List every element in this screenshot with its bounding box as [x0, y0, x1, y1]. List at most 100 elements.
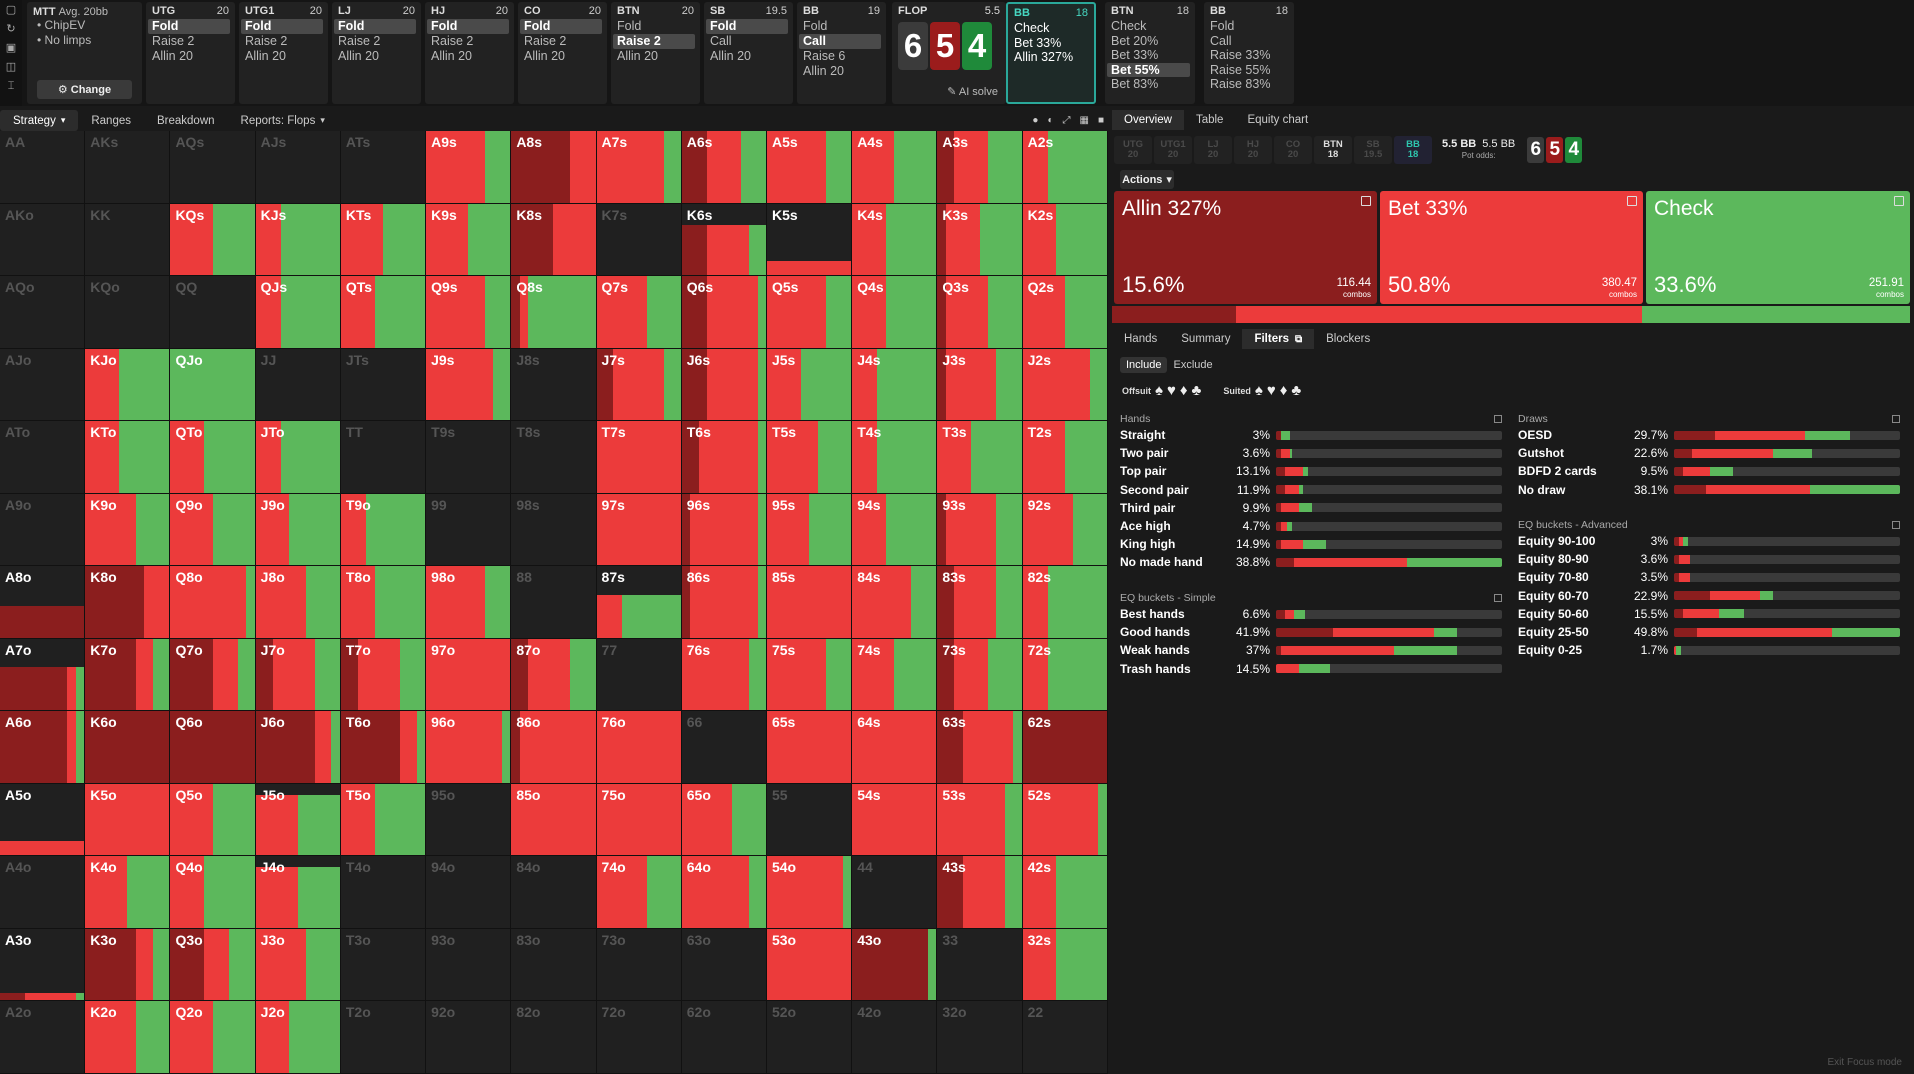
exclude-button[interactable]: Exclude	[1173, 359, 1213, 371]
hand-cell[interactable]: T4o	[340, 856, 427, 929]
hand-cell[interactable]: T8o	[340, 566, 427, 639]
hand-cell[interactable]: K6s	[681, 203, 767, 277]
hand-cell[interactable]: T6o	[340, 711, 427, 784]
hand-cell[interactable]: 64s	[852, 711, 938, 784]
hand-cell[interactable]: J3s	[937, 348, 1023, 422]
seat-action[interactable]: Allin 20	[338, 49, 379, 63]
strip-seat-sb[interactable]: SB 19.5	[1354, 136, 1392, 164]
hand-cell[interactable]: 93o	[426, 928, 512, 1002]
hand-cell[interactable]: A6o	[0, 711, 86, 784]
hand-cell[interactable]: J9s	[426, 348, 512, 422]
hand-cell[interactable]: 65s	[766, 711, 853, 784]
hand-cell[interactable]: 55	[766, 783, 853, 857]
seat-action[interactable]: Fold	[427, 19, 509, 34]
hand-cell[interactable]: 88	[511, 566, 597, 639]
hand-cell[interactable]: J4o	[255, 856, 341, 929]
hand-cell[interactable]: T5s	[766, 421, 853, 494]
expand-icon[interactable]	[1894, 196, 1904, 206]
hand-cell[interactable]: T3s	[937, 421, 1023, 494]
stat-row[interactable]: Two pair 3.6%	[1120, 444, 1502, 462]
hand-cell[interactable]: 97s	[596, 493, 682, 567]
seat-action[interactable]: Raise 2	[245, 34, 288, 48]
refresh-icon[interactable]: ↻	[6, 23, 16, 35]
hand-cell[interactable]: KQo	[85, 276, 171, 349]
hand-cell[interactable]: K3s	[937, 203, 1023, 277]
seat-action[interactable]: Call	[1210, 33, 1232, 48]
seat-action[interactable]: Allin 20	[803, 64, 844, 78]
strip-seat-btn[interactable]: BTN 18	[1314, 136, 1352, 164]
hand-cell[interactable]: 32s	[1022, 928, 1108, 1002]
seat-action[interactable]: Call	[799, 34, 881, 49]
seat-action[interactable]: Raise 6	[803, 49, 846, 63]
hand-cell[interactable]: QTo	[170, 421, 256, 494]
hand-cell[interactable]: 93s	[937, 493, 1023, 567]
hand-cell[interactable]: 43o	[852, 928, 938, 1002]
strip-seat-utg1[interactable]: UTG1 20	[1154, 136, 1192, 164]
stat-row[interactable]: No made hand 38.8%	[1120, 553, 1502, 571]
seat-action[interactable]: Allin 20	[617, 49, 658, 63]
hand-cell[interactable]: T2o	[340, 1001, 427, 1074]
hand-cell[interactable]: 76o	[596, 711, 682, 784]
club-icon[interactable]: ♣	[1191, 382, 1202, 399]
hand-cell[interactable]: K5s	[766, 203, 853, 277]
hand-cell[interactable]: 86o	[511, 711, 597, 784]
hand-cell[interactable]: T6s	[681, 421, 767, 494]
seat-action[interactable]: Allin 20	[524, 49, 565, 63]
hand-cell[interactable]: 63o	[681, 928, 767, 1002]
action-card-bet-33-[interactable]: Bet 33% 50.8% 380.47 combos	[1380, 191, 1643, 304]
hand-cell[interactable]: T7o	[340, 638, 427, 712]
seat-action[interactable]: Fold	[1210, 19, 1235, 33]
stat-row[interactable]: Best hands 6.6%	[1120, 605, 1502, 623]
hand-cell[interactable]: Q5o	[170, 783, 256, 857]
hand-cell[interactable]: 92s	[1022, 493, 1108, 567]
strip-seat-hj[interactable]: HJ 20	[1234, 136, 1272, 164]
hand-cell[interactable]: 66	[681, 711, 767, 784]
hand-cell[interactable]: T2s	[1022, 421, 1108, 494]
strip-seat-lj[interactable]: LJ 20	[1194, 136, 1232, 164]
strip-seat-co[interactable]: CO 20	[1274, 136, 1312, 164]
exit-focus-mode-link[interactable]: Exit Focus mode	[1827, 1057, 1902, 1068]
seat-action[interactable]: Fold	[617, 19, 642, 33]
square-icon[interactable]: ■	[1097, 115, 1104, 126]
hand-cell[interactable]: A8o	[0, 566, 86, 639]
postflop-seat-bb[interactable]: BB 18 Fold Call Raise 33% Raise 55% Raise 83%	[1204, 2, 1294, 104]
hand-cell[interactable]: QJo	[170, 348, 256, 422]
save-icon[interactable]: ▣	[5, 42, 17, 54]
hand-cell[interactable]: JTo	[255, 421, 341, 494]
hand-cell[interactable]: K4o	[85, 856, 171, 929]
hand-cell[interactable]: J7s	[596, 348, 682, 422]
contrast-icon[interactable]: ◐	[1047, 115, 1054, 126]
hand-cell[interactable]: 84s	[852, 566, 938, 639]
hand-cell[interactable]: J2o	[255, 1001, 341, 1074]
hand-cell[interactable]: 98s	[511, 493, 597, 567]
pot-odds-dropdown[interactable]: Pot odds:	[1461, 151, 1496, 160]
seat-action[interactable]: Fold	[803, 19, 828, 33]
seat-action[interactable]: Raise 2	[431, 34, 474, 48]
file-icon[interactable]: ▢	[5, 4, 17, 16]
seat-hj[interactable]: HJ 20 Fold Raise 2 Allin 20	[425, 2, 514, 104]
tab-ranges[interactable]: Ranges	[78, 110, 144, 131]
hand-cell[interactable]: 77	[596, 638, 682, 712]
postflop-seat-bb[interactable]: BB 18 Check Bet 33% Allin 327%	[1006, 2, 1096, 104]
hand-cell[interactable]: AKs	[85, 131, 171, 204]
bucket-icon[interactable]: ●	[1032, 115, 1039, 126]
hand-cell[interactable]: T7s	[596, 421, 682, 494]
seat-action[interactable]: Fold	[241, 19, 323, 34]
hand-cell[interactable]: Q4s	[852, 276, 938, 349]
hand-cell[interactable]: JJ	[255, 348, 341, 422]
hand-cell[interactable]: AQo	[0, 276, 86, 349]
hand-cell[interactable]: A6s	[681, 131, 767, 204]
stat-row[interactable]: Equity 80-90 3.6%	[1518, 550, 1900, 568]
hand-cell[interactable]: J8o	[255, 566, 341, 639]
hand-cell[interactable]: 85s	[766, 566, 853, 639]
hand-cell[interactable]: 99	[426, 493, 512, 567]
expand-icon[interactable]	[1627, 196, 1637, 206]
tab-table[interactable]: Table	[1195, 114, 1224, 126]
hand-cell[interactable]: 72s	[1022, 638, 1108, 712]
hand-cell[interactable]: 64o	[681, 856, 767, 929]
hand-cell[interactable]: 72o	[596, 1001, 682, 1074]
stat-row[interactable]: Equity 70-80 3.5%	[1518, 568, 1900, 586]
hand-cell[interactable]: ATs	[340, 131, 427, 204]
hand-cell[interactable]: J6s	[681, 348, 767, 422]
hand-cell[interactable]: Q2s	[1022, 276, 1108, 349]
